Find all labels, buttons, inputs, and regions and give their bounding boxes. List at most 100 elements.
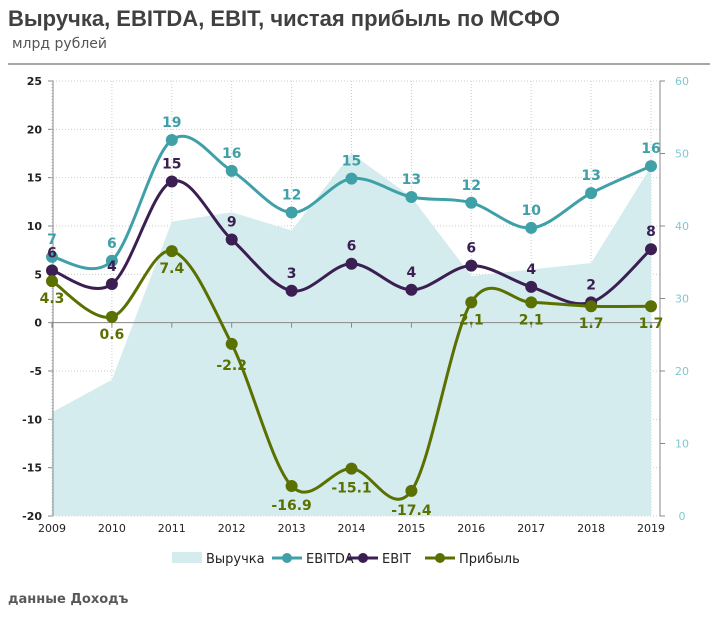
data-point — [105, 254, 118, 267]
x-tick-label: 2010 — [98, 522, 126, 535]
data-point — [46, 264, 58, 277]
y-left-tick-label: 25 — [27, 75, 42, 88]
data-point — [46, 250, 58, 263]
chart-title: Выручка, EBITDA, EBIT, чистая прибыль по… — [8, 6, 560, 31]
data-point — [645, 243, 657, 256]
data-label: 16 — [641, 141, 660, 157]
data-point — [105, 278, 118, 290]
data-label: 6 — [47, 245, 57, 261]
series-line-2 — [51, 179, 653, 306]
data-label: 10 — [521, 203, 541, 219]
data-label: 6 — [466, 241, 476, 257]
data-label: 3 — [287, 266, 297, 282]
y-right-tick-label: 10 — [675, 438, 689, 451]
data-label: 12 — [462, 178, 481, 194]
y-left-tick-label: 20 — [27, 123, 43, 136]
y-right-tick-label: 30 — [675, 293, 689, 306]
legend-marker — [435, 553, 445, 563]
data-point — [405, 191, 418, 203]
data-label: -2.2 — [216, 358, 247, 374]
data-label: 1.7 — [579, 316, 604, 332]
y-left-tick-label: 5 — [34, 268, 42, 281]
y-right-tick-label: 20 — [675, 365, 689, 378]
y-right-tick-label: 60 — [675, 75, 689, 88]
data-label: -17.4 — [391, 503, 432, 519]
data-point — [46, 275, 58, 288]
data-label: 2.1 — [459, 312, 484, 328]
y-left-tick-label: -20 — [22, 510, 42, 523]
data-point — [345, 257, 358, 270]
x-tick-label: 2013 — [278, 522, 306, 535]
data-label: 19 — [162, 115, 181, 131]
legend-marker — [358, 553, 368, 563]
data-point — [105, 310, 118, 323]
data-label: 4.3 — [40, 291, 65, 307]
x-tick-label: 2011 — [158, 522, 186, 535]
data-label: 16 — [222, 146, 241, 162]
data-point — [165, 133, 178, 146]
data-point — [405, 283, 418, 296]
data-label: 4 — [526, 262, 536, 278]
data-point — [525, 221, 538, 234]
data-point — [225, 233, 238, 246]
data-point — [285, 284, 298, 297]
y-left-tick-label: 0 — [34, 317, 42, 330]
data-point — [525, 296, 538, 309]
x-tick-label: 2018 — [577, 522, 605, 535]
data-point — [285, 206, 298, 219]
data-label: 12 — [282, 187, 301, 203]
data-point — [465, 196, 478, 209]
revenue-area — [52, 153, 651, 516]
data-label: 15 — [162, 157, 181, 173]
series-line-1 — [51, 134, 652, 271]
data-label: 0.6 — [99, 327, 124, 343]
data-label: 8 — [646, 224, 656, 240]
data-point — [585, 187, 598, 200]
x-tick-label: 2019 — [637, 522, 665, 535]
legend-label: EBIT — [382, 552, 411, 567]
legend-label: Выручка — [206, 552, 265, 567]
y-left-tick-label: -10 — [22, 413, 42, 426]
data-label: 6 — [347, 239, 357, 255]
data-label: 1.7 — [639, 316, 664, 332]
data-label: 15 — [342, 154, 361, 170]
legend-label: EBITDA — [306, 552, 354, 567]
data-point — [345, 462, 358, 475]
data-label: 13 — [402, 172, 421, 188]
data-point — [585, 300, 598, 313]
y-right-tick-label: 40 — [675, 220, 689, 233]
data-point — [465, 259, 478, 272]
data-label: -16.9 — [271, 498, 311, 514]
x-tick-label: 2016 — [457, 522, 485, 535]
data-label: 4 — [107, 259, 117, 275]
data-label: -15.1 — [331, 481, 371, 497]
data-label: 6 — [107, 236, 117, 252]
data-label: 2 — [586, 277, 596, 293]
data-point — [345, 172, 358, 185]
data-point — [525, 280, 538, 293]
y-right-tick-label: 50 — [675, 148, 689, 161]
data-point — [465, 296, 478, 309]
chart-subtitle: млрд рублей — [12, 36, 107, 52]
data-point — [285, 480, 298, 493]
data-point — [645, 160, 657, 173]
x-tick-label: 2017 — [517, 522, 545, 535]
data-label: 7.4 — [159, 261, 184, 277]
y-left-tick-label: -5 — [30, 365, 42, 378]
x-tick-label: 2015 — [397, 522, 425, 535]
data-label: 4 — [407, 265, 417, 281]
legend-marker — [282, 553, 292, 563]
data-point — [645, 300, 657, 313]
data-point — [165, 245, 178, 258]
data-point — [405, 484, 418, 497]
data-label: 7 — [47, 232, 57, 248]
data-label: 2.1 — [519, 312, 544, 328]
data-label: 13 — [581, 168, 600, 184]
source-note: данные Доходъ — [8, 592, 129, 607]
x-tick-label: 2014 — [338, 522, 366, 535]
legend-label: Прибыль — [459, 552, 520, 567]
legend-swatch-area — [172, 552, 202, 563]
y-left-tick-label: 10 — [27, 220, 43, 233]
data-point — [165, 175, 178, 188]
